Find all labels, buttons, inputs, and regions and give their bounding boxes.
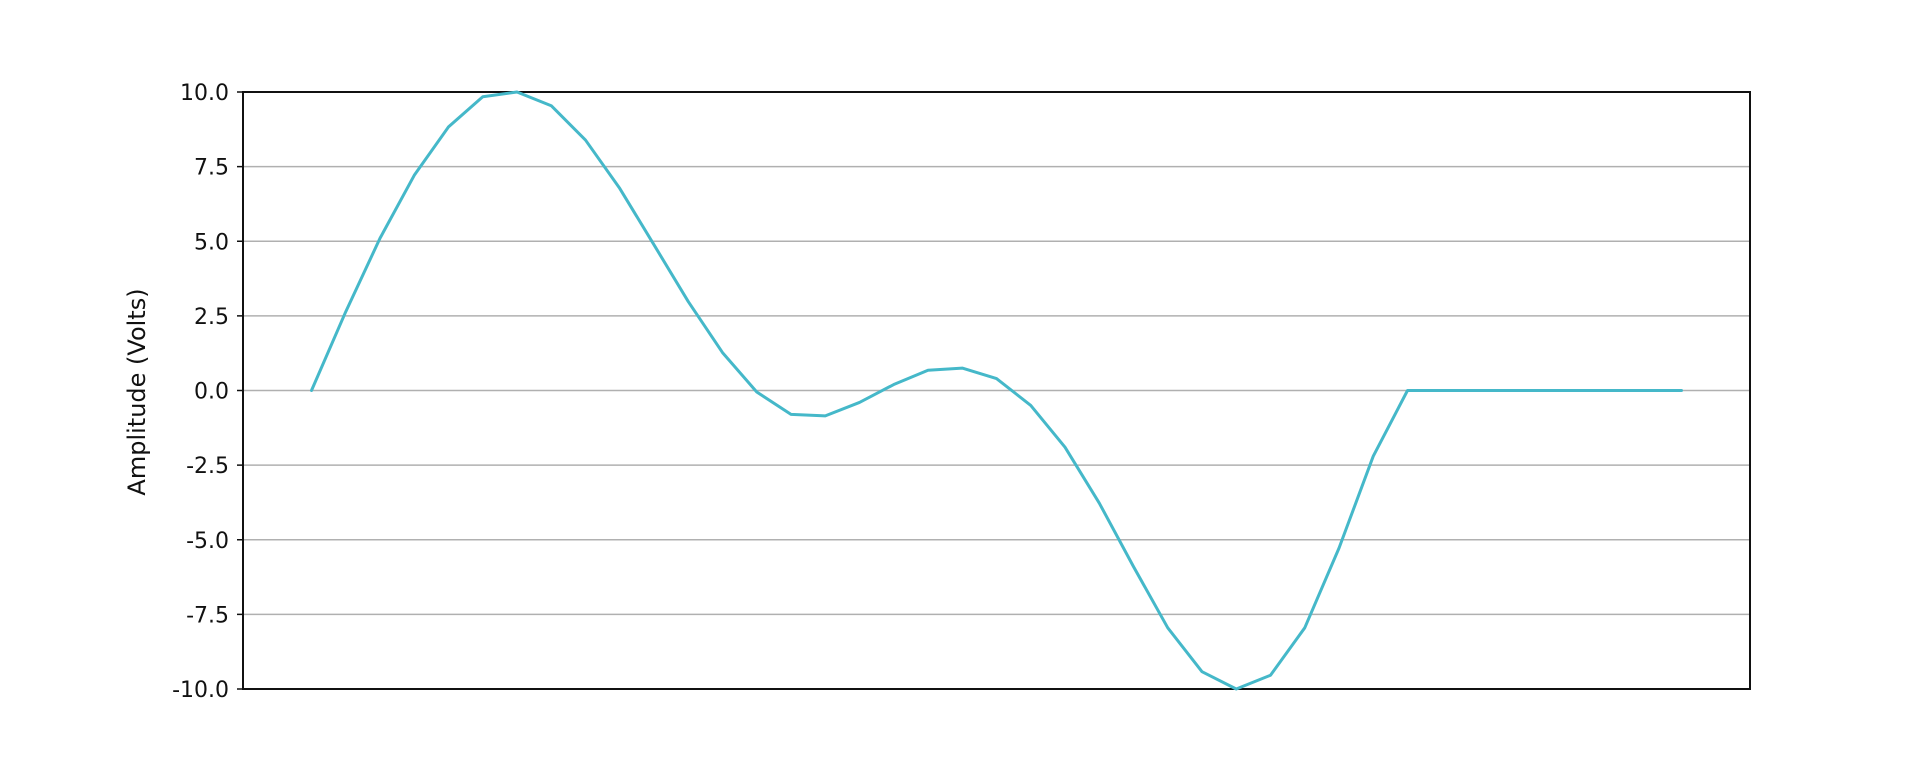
y-tick-label: 2.5 bbox=[194, 305, 229, 330]
series-layer bbox=[310, 90, 1683, 691]
y-axis-ticks: 10.0 7.5 5.0 2.5 0.0 -2.5 -5.0 -7.5 -10.0 bbox=[172, 81, 243, 703]
y-tick-label: -10.0 bbox=[172, 678, 229, 703]
y-tick-label: 0.0 bbox=[194, 380, 229, 405]
y-tick-label: 5.0 bbox=[194, 230, 229, 255]
y-tick-label: -5.0 bbox=[186, 529, 229, 554]
series-line bbox=[310, 90, 1683, 691]
y-tick-label: -2.5 bbox=[186, 454, 229, 479]
y-tick-label: -7.5 bbox=[186, 603, 229, 628]
y-tick-label: 7.5 bbox=[194, 156, 229, 181]
y-tick-label: 10.0 bbox=[180, 81, 229, 106]
y-axis-title: Amplitude (Volts) bbox=[123, 288, 151, 495]
